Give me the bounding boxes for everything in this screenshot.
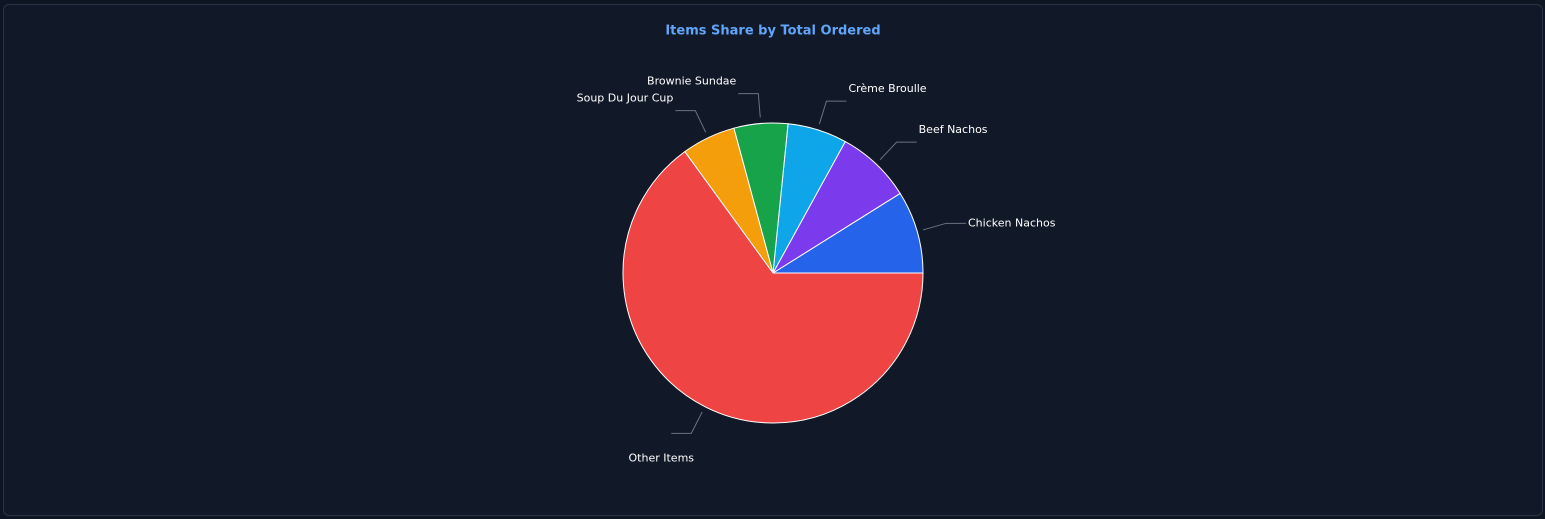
slice-label: Chicken Nachos xyxy=(968,216,1056,229)
leader-line xyxy=(818,100,847,125)
pie-slice xyxy=(622,150,924,424)
leader-line xyxy=(879,141,917,160)
leader-line xyxy=(671,411,703,434)
slice-label: Other Items xyxy=(629,451,695,464)
slice-label: Beef Nachos xyxy=(919,123,988,136)
pie-slice xyxy=(771,192,924,274)
leader-line xyxy=(738,93,761,118)
chart-title: Items Share by Total Ordered xyxy=(665,24,880,39)
leader-line xyxy=(922,222,967,231)
leader-line xyxy=(675,110,707,133)
slice-label: Soup Du Jour Cup xyxy=(577,92,674,105)
slice-label: Crème Broulle xyxy=(848,82,926,95)
slice-label: Brownie Sundae xyxy=(647,75,736,88)
